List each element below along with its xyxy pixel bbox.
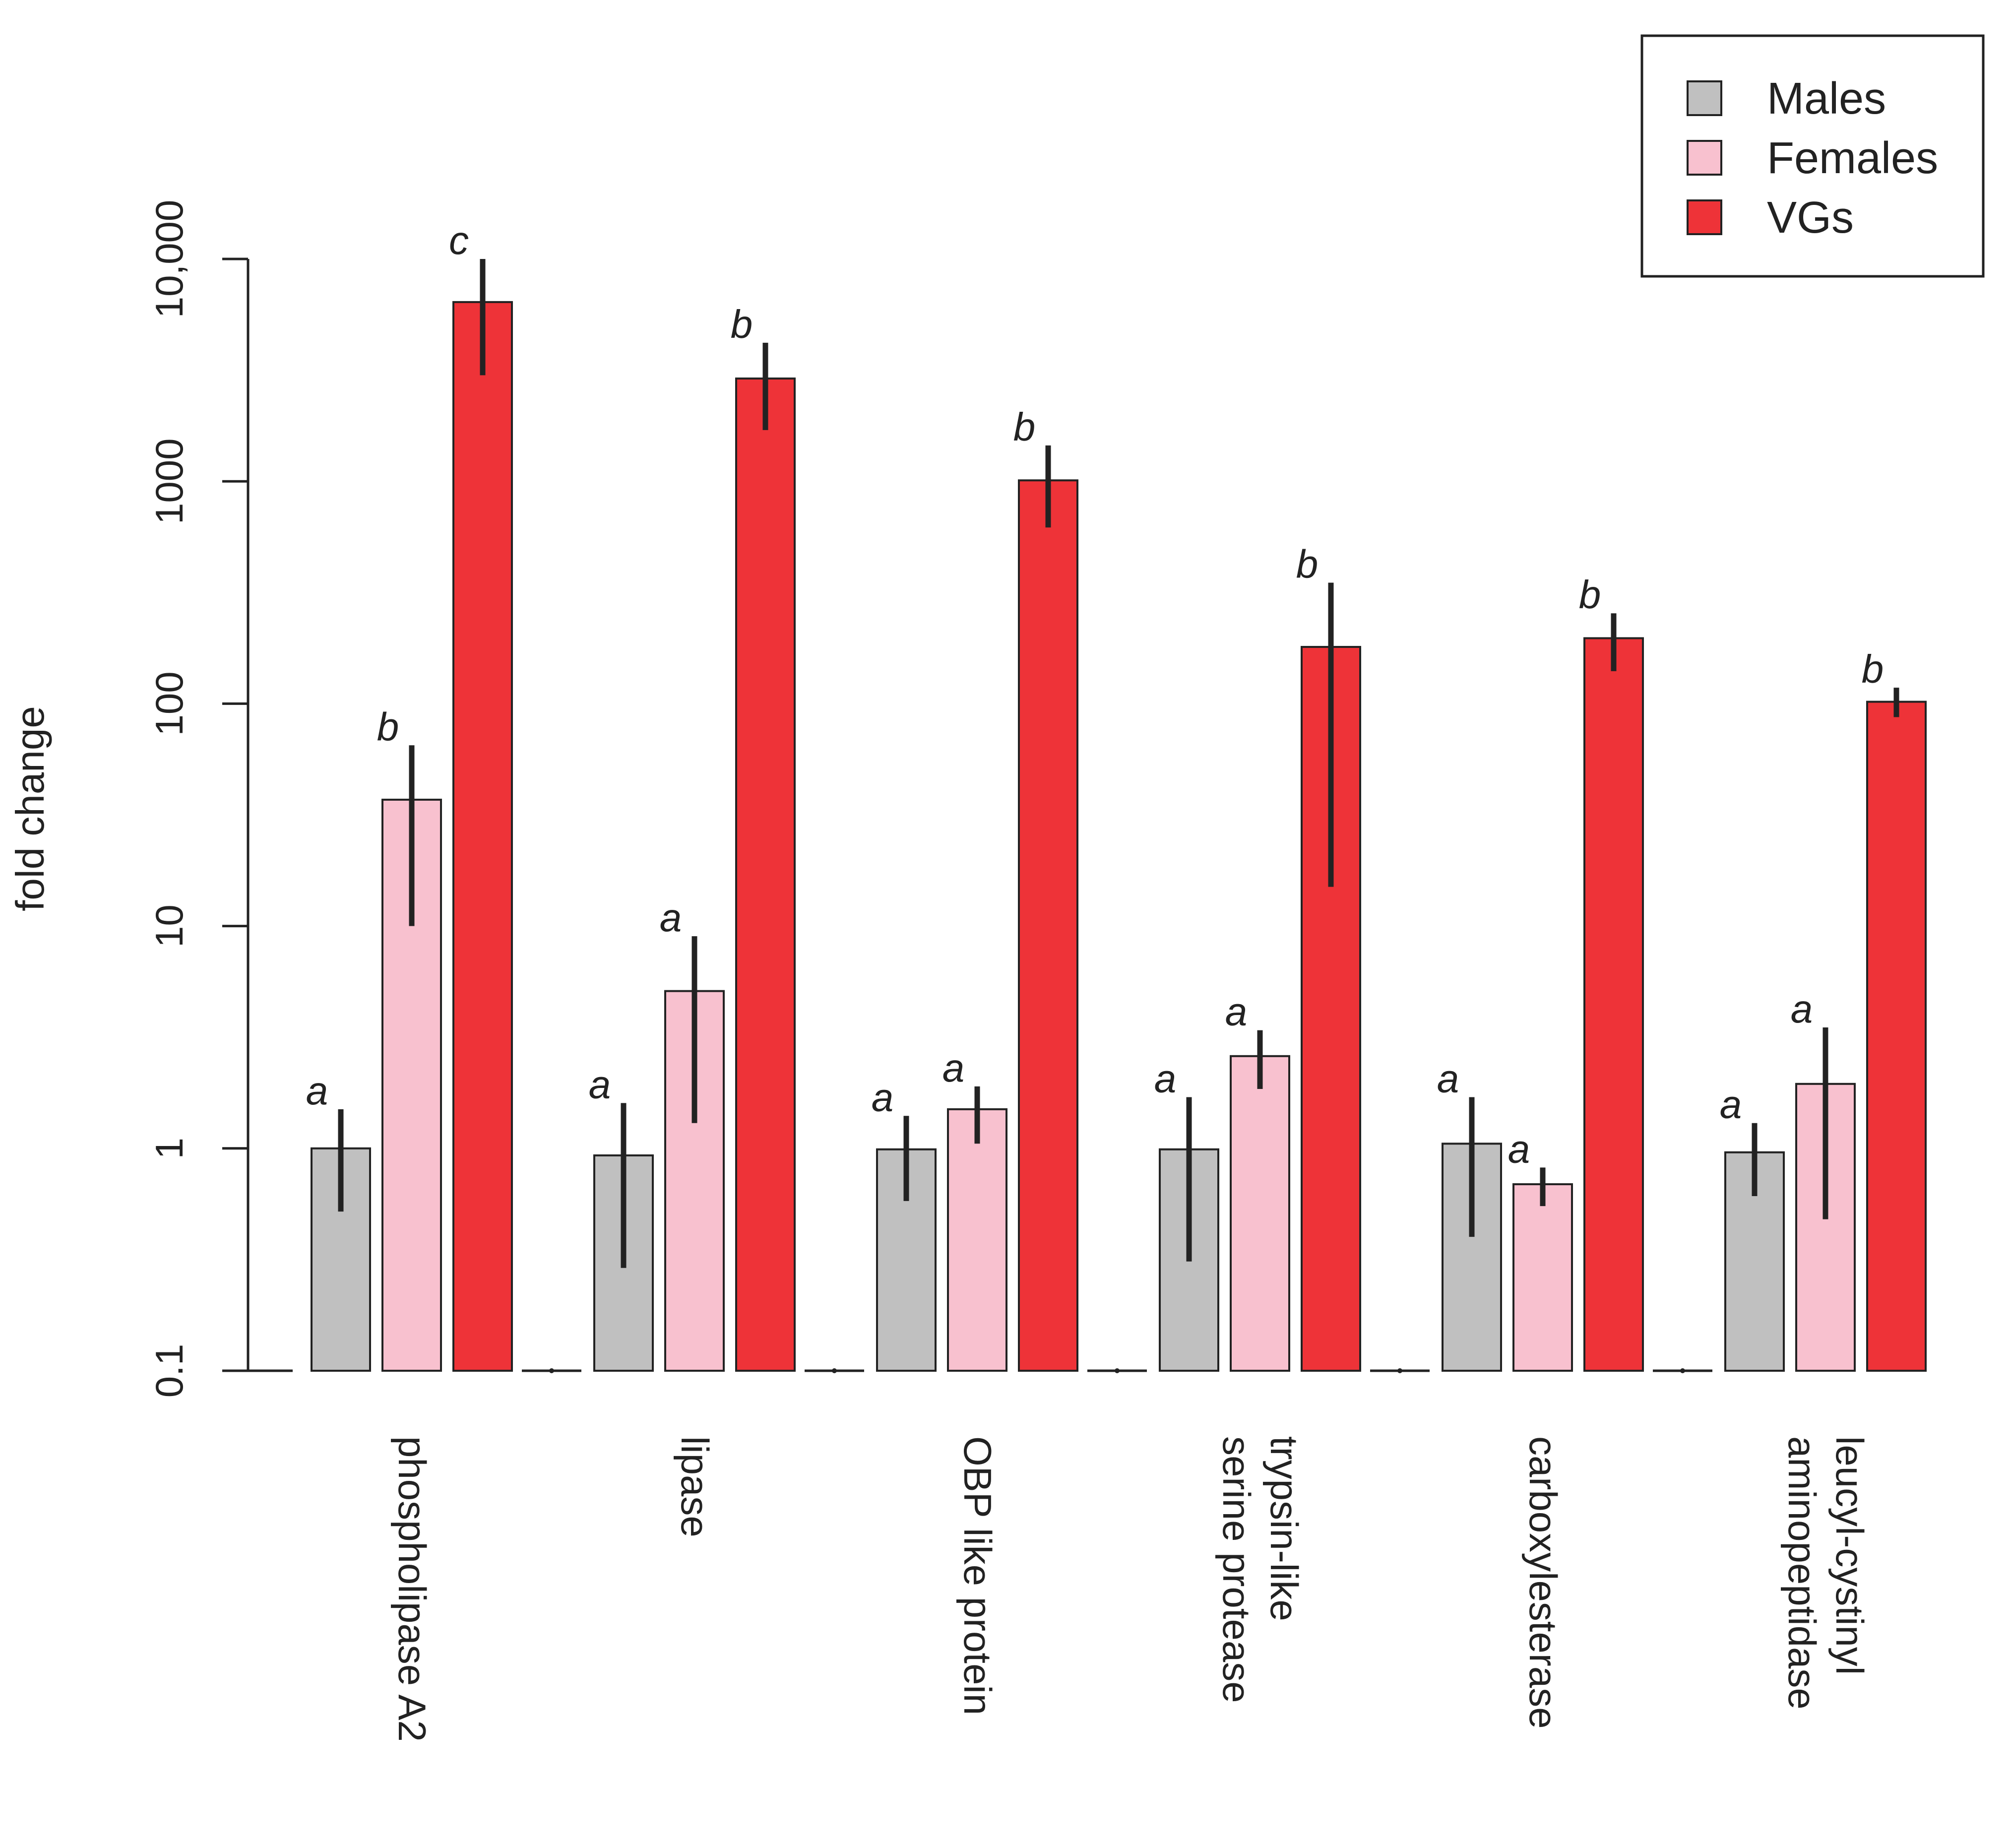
legend-swatch-vgs: [1687, 199, 1722, 235]
significance-letter: a: [872, 1075, 894, 1119]
bar-group: a b c: [306, 218, 513, 1372]
legend-label-females: Females: [1767, 133, 1938, 183]
bar-vgs: [1866, 701, 1927, 1372]
y-tick-label: 1: [147, 1138, 191, 1159]
bar-vgs: [1583, 637, 1644, 1372]
legend-label-vgs: VGs: [1767, 193, 1854, 243]
significance-letter: a: [306, 1069, 328, 1113]
category-label: serine protease: [1215, 1436, 1258, 1703]
y-axis: 0.1 1 10 100 1000 10,000: [147, 200, 293, 1398]
significance-letter: b: [731, 302, 753, 346]
legend-swatch-females: [1687, 140, 1722, 176]
significance-letter: a: [1437, 1057, 1459, 1101]
y-tick-label: 0.1: [147, 1344, 191, 1398]
separator-dot: [1680, 1368, 1685, 1373]
significance-letter: b: [1296, 542, 1319, 586]
bar-vgs: [452, 301, 513, 1372]
bar-group: a a b: [589, 302, 796, 1372]
y-tick-label: 100: [147, 671, 191, 736]
separator-dot: [1397, 1368, 1402, 1373]
significance-letter: a: [1791, 987, 1813, 1031]
bar-group: a a b: [1720, 647, 1927, 1372]
category-labels: phospholipase A2 lipase OBP like protein tr…: [390, 1436, 1872, 1742]
category-label: aminopeptidase: [1780, 1436, 1824, 1710]
bar-females: [1512, 1183, 1573, 1372]
category-label: leucyl-cystinyl: [1828, 1436, 1872, 1675]
category-label: OBP like protein: [956, 1436, 1000, 1715]
y-tick-label: 1000: [147, 438, 191, 524]
bar-vgs: [735, 377, 796, 1372]
bar-group: a a b: [872, 405, 1078, 1372]
significance-letter: a: [943, 1046, 965, 1090]
category-label: lipase: [673, 1436, 717, 1537]
significance-letter: a: [1225, 990, 1248, 1034]
legend: Males Females VGs: [1640, 34, 1985, 278]
significance-letter: b: [377, 704, 399, 749]
separator-dot: [1115, 1368, 1120, 1373]
significance-letter: a: [1508, 1127, 1530, 1171]
significance-letter: a: [1154, 1057, 1177, 1101]
legend-label-males: Males: [1767, 74, 1886, 124]
y-axis-title: fold change: [8, 706, 52, 911]
bar-group: a a b: [1154, 542, 1361, 1372]
significance-letter: b: [1862, 647, 1884, 691]
bar-females: [947, 1108, 1007, 1372]
separator-dot: [832, 1368, 837, 1373]
significance-letter: c: [449, 218, 469, 262]
significance-letter: b: [1013, 405, 1036, 449]
significance-letter: a: [589, 1062, 611, 1106]
bar-group: a a b: [1437, 573, 1644, 1372]
significance-letter: a: [660, 895, 682, 940]
category-label: trypsin-like: [1262, 1436, 1306, 1621]
y-tick-label: 10: [147, 904, 191, 948]
legend-swatch-males: [1687, 80, 1722, 116]
y-tick-label: 10,000: [147, 200, 191, 319]
category-label: carboxylesterase: [1521, 1436, 1565, 1729]
bar-females: [1230, 1055, 1290, 1372]
bar-vgs: [1018, 479, 1078, 1372]
bar-groups: a b c a a b a a b a a b a a b a a b: [306, 218, 1927, 1373]
separator-dot: [549, 1368, 554, 1373]
significance-letter: b: [1579, 573, 1601, 617]
category-label: phospholipase A2: [390, 1436, 434, 1742]
significance-letter: a: [1720, 1083, 1742, 1127]
